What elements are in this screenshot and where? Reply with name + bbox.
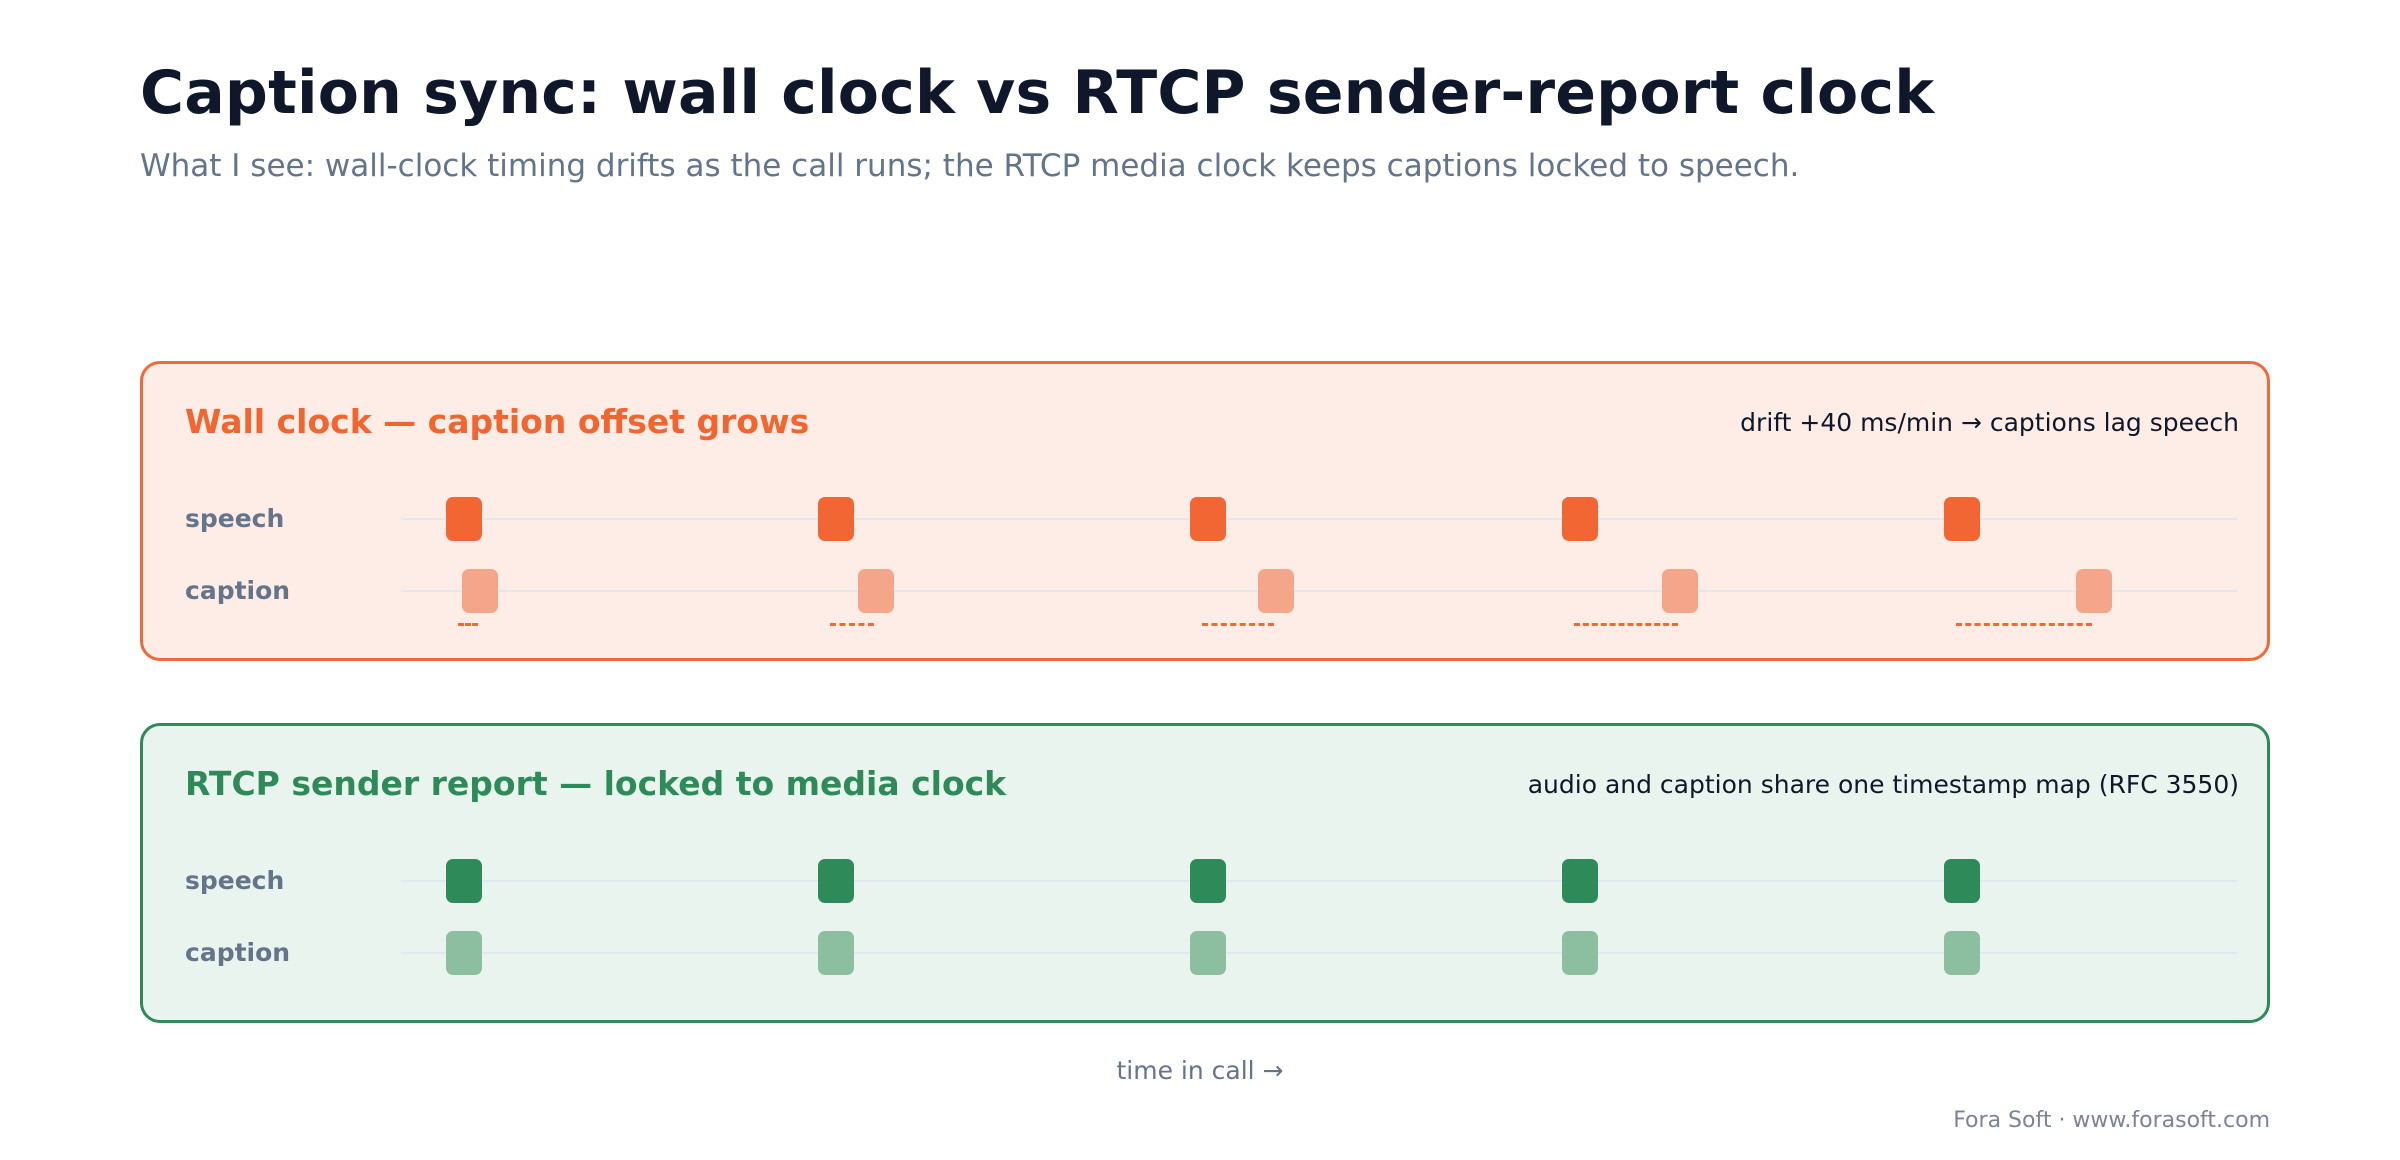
rtcp-caption-block [1562, 931, 1598, 975]
wall-speech-block [446, 497, 482, 541]
wall-caption-block [1258, 569, 1294, 613]
wall-caption-block [2076, 569, 2112, 613]
wall-caption-offset-marker [830, 623, 874, 626]
wall-caption-offset-marker [458, 623, 478, 626]
wall-caption-offset-marker [1956, 623, 2092, 626]
wall-caption-offset-marker [1574, 623, 1678, 626]
wall-speech-block [818, 497, 854, 541]
wall-speech-block [1944, 497, 1980, 541]
wall-caption-offset-marker [1202, 623, 1274, 626]
footer-credit: Fora Soft · www.forasoft.com [1953, 1108, 2270, 1133]
rtcp-caption-row-label: caption [185, 938, 291, 967]
wall-speech-track [401, 518, 2237, 520]
rtcp-caption-block [818, 931, 854, 975]
rtcp-caption-block [1190, 931, 1226, 975]
wall-speech-block [1190, 497, 1226, 541]
rtcp-caption-block [1944, 931, 1980, 975]
wall-caption-block [858, 569, 894, 613]
rtcp-timestamp-note: audio and caption share one timestamp ma… [1527, 770, 2239, 799]
wall-caption-block [462, 569, 498, 613]
rtcp-speech-block [446, 859, 482, 903]
wall-caption-row-label: caption [185, 576, 291, 605]
page-subtitle: What I see: wall-clock timing drifts as … [140, 148, 1800, 184]
wall-clock-panel-title: Wall clock — caption offset grows [185, 402, 810, 441]
rtcp-caption-track [401, 952, 2237, 954]
wall-caption-block [1662, 569, 1698, 613]
rtcp-speech-row-label: speech [185, 866, 285, 895]
rtcp-panel-title: RTCP sender report — locked to media clo… [185, 764, 1007, 803]
rtcp-speech-block [1562, 859, 1598, 903]
page-title: Caption sync: wall clock vs RTCP sender-… [140, 58, 1935, 128]
wall-caption-track [401, 590, 2237, 592]
rtcp-speech-block [1944, 859, 1980, 903]
wall-clock-drift-note: drift +40 ms/min → captions lag speech [1740, 408, 2239, 437]
rtcp-caption-block [446, 931, 482, 975]
rtcp-speech-track [401, 880, 2237, 882]
wall-clock-panel: Wall clock — caption offset grows drift … [140, 361, 2270, 661]
rtcp-speech-block [818, 859, 854, 903]
wall-speech-block [1562, 497, 1598, 541]
rtcp-speech-block [1190, 859, 1226, 903]
rtcp-panel: RTCP sender report — locked to media clo… [140, 723, 2270, 1023]
wall-speech-row-label: speech [185, 504, 285, 533]
time-axis-label: time in call → [1116, 1056, 1284, 1085]
